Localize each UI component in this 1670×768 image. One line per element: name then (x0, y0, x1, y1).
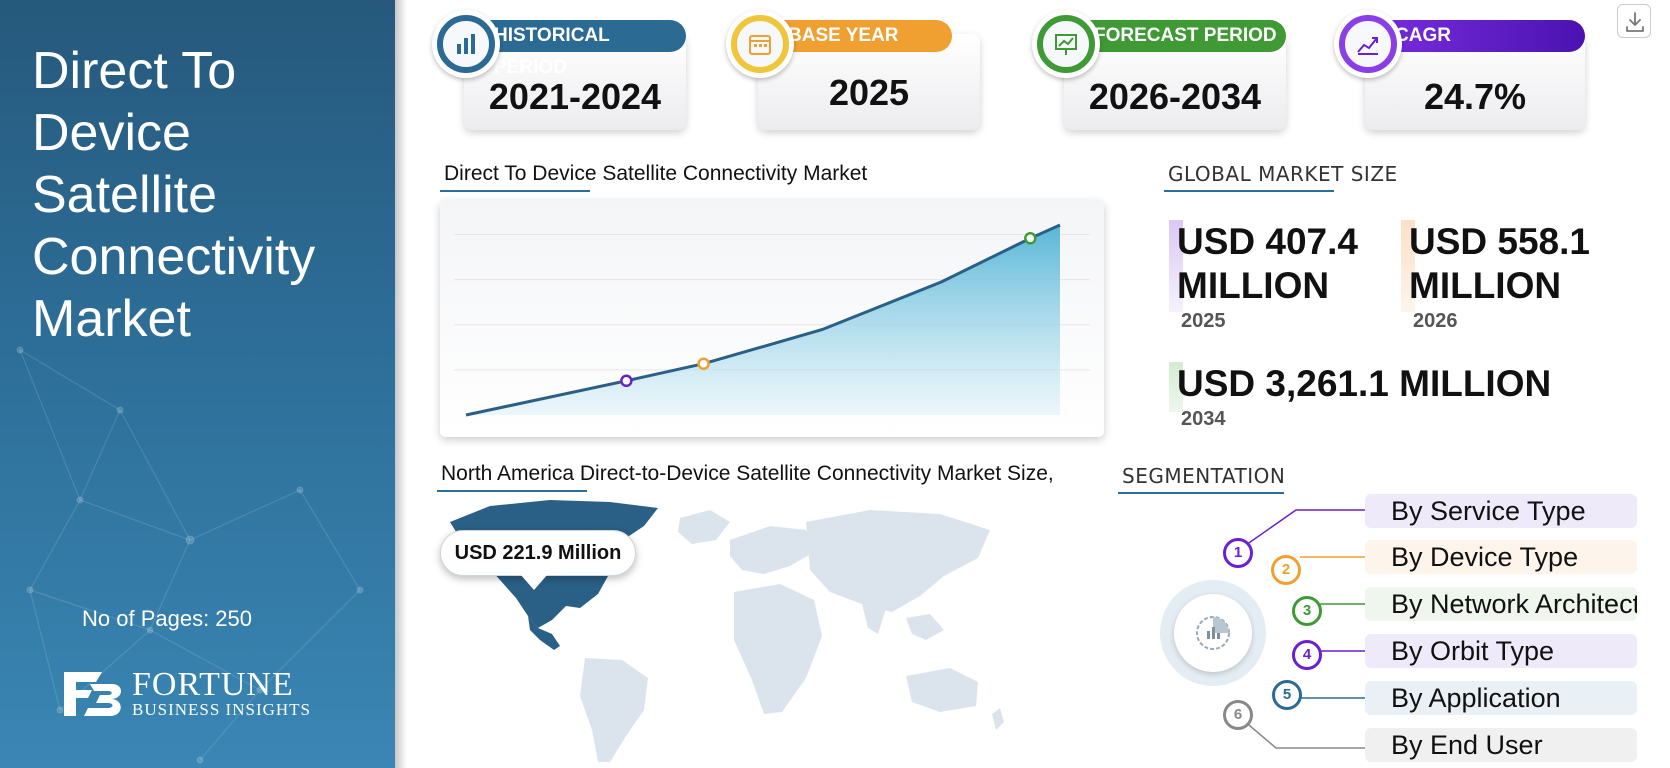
chart-markers (620, 232, 1037, 388)
segmentation-underline (1118, 492, 1284, 494)
segmentation-pie-icon (1196, 616, 1230, 650)
download-button[interactable] (1617, 4, 1651, 38)
forecast-period-label: FORECAST PERIOD (1066, 20, 1286, 52)
historical-period-badge (432, 10, 500, 78)
map-india (862, 604, 886, 634)
base-year-value: 2025 (828, 72, 910, 113)
chart-section-underline (440, 190, 590, 192)
market-size-2026-year: 2026 (1413, 310, 1458, 332)
chart-section-title: Direct To Device Satellite Connectivity … (440, 162, 868, 192)
page-count: No of Pages: 250 (82, 606, 253, 631)
panel-shadow (395, 0, 407, 768)
market-size-2025-line1: USD 407.4 (1177, 221, 1358, 262)
market-size-2026-accent (1401, 220, 1415, 312)
segment-orbit-type[interactable]: By Orbit Type (1365, 634, 1637, 668)
map-section-title-text: North America Direct-to-Device Satellite… (441, 462, 1054, 485)
segment-number-1: 1 (1223, 538, 1253, 568)
market-size-2025: USD 407.4 MILLION 2025 (1169, 220, 1358, 333)
segmentation-hub (1160, 580, 1266, 686)
market-size-2034-value: USD 3,261.1 MILLION (1177, 363, 1552, 404)
market-size-2034: USD 3,261.1 MILLION 2034 (1169, 362, 1551, 431)
segment-end-user[interactable]: By End User (1365, 728, 1637, 762)
map-southeast-asia (906, 614, 944, 640)
chart-area-fill (466, 225, 1060, 415)
logo-text: FORTUNE BUSINESS INSIGHTS (132, 666, 311, 719)
chart-marker-3 (1024, 232, 1037, 245)
market-size-2025-line2: MILLION (1177, 265, 1330, 306)
north-america-callout: USD 221.9 Million (440, 530, 636, 576)
segment-device-type[interactable]: By Device Type (1365, 540, 1637, 574)
forecast-period-value: 2026-2034 (1088, 76, 1262, 117)
map-central-america (528, 616, 560, 650)
historical-period-value: 2021-2024 (488, 76, 662, 117)
calendar-icon (749, 35, 771, 55)
segment-number-3: 3 (1292, 596, 1322, 626)
chart-marker-2 (697, 357, 710, 370)
map-australia (906, 668, 978, 712)
market-size-underline (1164, 190, 1334, 192)
left-title-panel: Direct To Device Satellite Connectivity … (0, 0, 395, 768)
segment-number-6: 6 (1223, 700, 1253, 730)
historical-period-label: HISTORICAL PERIOD (466, 20, 686, 78)
growth-chart (440, 200, 1104, 437)
map-south-america (580, 658, 648, 762)
market-size-2026: USD 558.1 MILLION 2026 (1401, 220, 1590, 333)
market-size-2026-line2: MILLION (1409, 265, 1562, 306)
map-new-zealand (992, 708, 1004, 730)
market-size-heading-text: GLOBAL MARKET SIZE (1168, 162, 1398, 186)
chart-section-title-text: Direct To Device Satellite Connectivity … (444, 162, 868, 185)
fortune-logo[interactable]: FORTUNE BUSINESS INSIGHTS (62, 668, 311, 720)
chart-marker-1 (620, 374, 633, 388)
download-icon (1626, 12, 1644, 32)
segment-number-2: 2 (1271, 555, 1301, 585)
growth-chart-icon (1357, 37, 1378, 55)
segment-service-type[interactable]: By Service Type (1365, 494, 1637, 528)
map-section-title: North America Direct-to-Device Satellite… (437, 462, 1054, 492)
market-size-heading: GLOBAL MARKET SIZE (1164, 162, 1398, 192)
report-title: Direct To Device Satellite Connectivity … (32, 42, 316, 348)
segment-number-4: 4 (1292, 640, 1322, 670)
segment-application[interactable]: By Application (1365, 681, 1637, 715)
growth-chart-svg (454, 223, 1090, 417)
map-section-underline (437, 490, 587, 492)
map-asia (806, 510, 990, 612)
market-size-2034-year: 2034 (1181, 408, 1226, 430)
segmentation-heading: SEGMENTATION (1118, 464, 1286, 494)
market-size-2025-value: USD 407.4 MILLION (1169, 220, 1358, 308)
market-size-2026-line1: USD 558.1 (1409, 221, 1590, 262)
logo-name: FORTUNE (132, 666, 294, 703)
network-pattern-graphic (16, 346, 364, 764)
forecast-period-badge (1032, 10, 1100, 78)
bar-chart-icon (457, 34, 475, 54)
base-year-badge (726, 10, 794, 78)
market-size-2026-value: USD 558.1 MILLION (1401, 220, 1590, 308)
callout-pointer (520, 574, 548, 590)
segment-network-architecture[interactable]: By Network Architecture (1365, 587, 1637, 621)
presentation-chart-icon (1055, 34, 1077, 55)
cagr-badge (1334, 10, 1402, 78)
fortune-logo-mark-icon (64, 672, 121, 716)
segmentation-connectors (1235, 509, 1365, 749)
map-africa (734, 584, 822, 714)
segment-number-5: 5 (1272, 680, 1302, 710)
cagr-value: 24.7% (1423, 76, 1527, 117)
market-size-2025-accent (1169, 220, 1183, 312)
segmentation-heading-text: SEGMENTATION (1122, 464, 1286, 488)
cagr-label: CAGR (1367, 20, 1585, 52)
map-europe (730, 526, 814, 574)
map-greenland (678, 510, 730, 544)
market-size-2034-accent (1169, 362, 1183, 412)
logo-tagline: BUSINESS INSIGHTS (132, 700, 311, 719)
market-size-2025-year: 2025 (1181, 310, 1226, 332)
